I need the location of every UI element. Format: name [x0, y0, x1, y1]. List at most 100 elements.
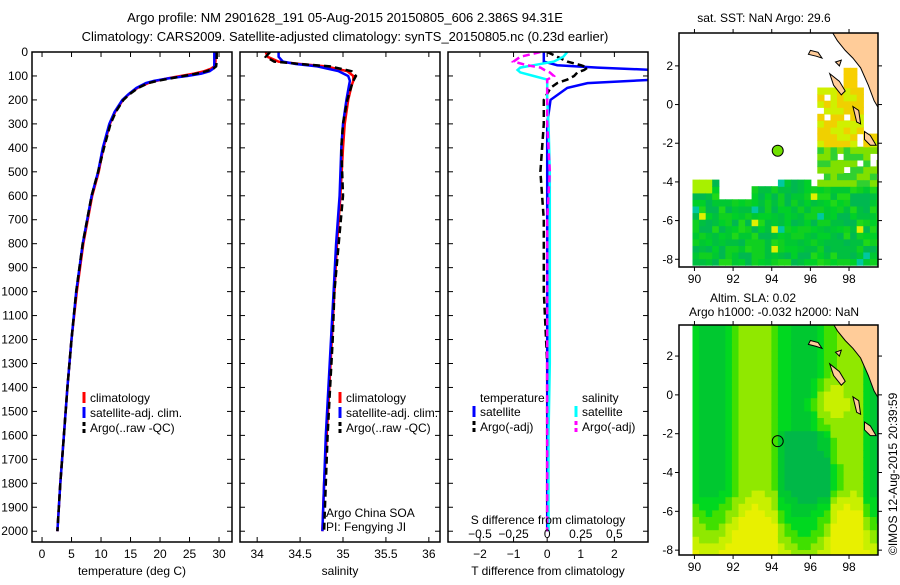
map-cell	[856, 358, 864, 366]
map-cell	[823, 133, 832, 141]
map-cell	[869, 146, 878, 154]
map-cell	[804, 490, 812, 498]
map-cell	[810, 457, 818, 465]
map-cell	[850, 384, 858, 392]
map-cell	[771, 371, 779, 379]
map-cell	[764, 483, 772, 491]
map-cell	[804, 404, 812, 412]
map-cell	[758, 404, 766, 412]
map-cell	[751, 186, 759, 194]
map-cell	[764, 364, 772, 372]
map-cell	[856, 384, 864, 392]
map-cell	[797, 457, 805, 465]
map-cell	[843, 490, 851, 498]
map-cell	[692, 377, 700, 385]
map-cell	[738, 516, 746, 524]
map-cell	[771, 219, 779, 227]
map-cell	[745, 529, 753, 537]
map-cell	[810, 536, 818, 544]
map-cell	[837, 391, 845, 399]
map-cell	[751, 344, 759, 352]
map-cell	[784, 358, 792, 366]
map-cell	[712, 549, 720, 555]
map-cell	[804, 410, 812, 418]
map-cell	[830, 437, 838, 445]
map-cell	[745, 364, 753, 372]
map-cell	[705, 496, 713, 504]
map-cell	[692, 483, 700, 491]
map-cell	[843, 483, 851, 491]
map-cell	[804, 476, 812, 484]
map-cell	[738, 417, 746, 425]
map-cell	[791, 516, 799, 524]
map-cell	[823, 325, 832, 333]
map-cell	[791, 251, 799, 260]
s-tick-label: 0	[544, 527, 551, 541]
map-cell	[797, 245, 805, 253]
map-cell	[725, 463, 733, 471]
map-cell	[797, 496, 805, 504]
map-cell	[817, 219, 825, 227]
map-cell	[837, 107, 845, 115]
map-cell	[791, 391, 799, 399]
map-cell	[738, 536, 746, 544]
legend-label: satellite	[480, 405, 521, 419]
map-cell	[777, 483, 786, 491]
map-cell	[764, 430, 772, 438]
map-cell	[856, 364, 864, 372]
map-cell	[692, 496, 700, 504]
map-cell	[751, 457, 759, 465]
map-cell	[738, 205, 746, 214]
map-cell	[692, 523, 700, 531]
map-cell	[692, 397, 700, 405]
map-cell	[738, 245, 746, 253]
map-cell	[837, 133, 845, 141]
map-cell	[817, 205, 825, 214]
map-cell	[692, 199, 700, 207]
map-cell	[804, 529, 812, 537]
map-cell	[843, 245, 851, 253]
map-cell	[804, 331, 812, 339]
map-cell	[817, 199, 825, 207]
map-cell	[771, 424, 779, 432]
map-cell	[705, 245, 713, 253]
map-cell	[705, 470, 713, 478]
map-cell	[856, 238, 864, 246]
map-cell	[731, 219, 740, 227]
map-cell	[692, 358, 700, 366]
map-cell	[797, 212, 805, 220]
map-cell	[712, 404, 720, 412]
map-cell	[817, 457, 825, 465]
map-cell	[771, 463, 779, 471]
map-cell	[712, 417, 720, 425]
map-cell	[758, 364, 766, 372]
map-cell	[850, 74, 858, 82]
map-cell	[810, 186, 818, 194]
map-cell	[758, 496, 766, 504]
map-cell	[725, 377, 733, 385]
map-cell	[850, 536, 858, 544]
map-cell	[764, 251, 772, 260]
map-cell	[830, 410, 838, 418]
y-tick-label: -6	[662, 504, 673, 518]
map-cell	[705, 258, 713, 266]
map-cell	[804, 523, 812, 531]
map-cell	[791, 443, 799, 451]
map-cell	[718, 238, 726, 246]
map-cell	[850, 245, 858, 253]
map-cell	[830, 127, 838, 135]
map-cell	[843, 529, 851, 537]
map-cell	[751, 417, 759, 425]
map-cell	[823, 430, 832, 438]
map-cell	[771, 325, 779, 333]
map-cell	[777, 258, 786, 266]
map-cell	[804, 351, 812, 359]
x-tick-label: −2	[473, 547, 487, 561]
map-cell	[804, 212, 812, 220]
map-cell	[712, 212, 720, 220]
map-cell	[850, 417, 858, 425]
map-cell	[810, 225, 818, 233]
map-cell	[738, 384, 746, 392]
map-cell	[731, 503, 740, 511]
map-cell	[731, 325, 740, 333]
